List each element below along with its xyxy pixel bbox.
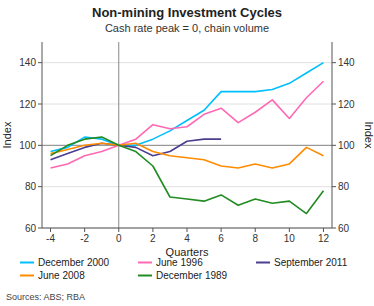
y2-tick-label: 60 bbox=[338, 223, 350, 234]
x-tick bbox=[152, 228, 153, 232]
y2-tick bbox=[332, 62, 336, 63]
y2-tick-label: 100 bbox=[338, 140, 355, 151]
legend: December 2000 June 1996 September 2011 June… bbox=[20, 257, 348, 281]
y2-tick-label: 80 bbox=[338, 181, 350, 192]
y-tick-label: 140 bbox=[19, 57, 36, 68]
x-tick bbox=[84, 228, 85, 232]
plot-area bbox=[42, 42, 332, 228]
grid-line bbox=[42, 62, 332, 63]
chart: Non-mining Investment Cycles Cash rate pe… bbox=[0, 0, 374, 306]
series-line bbox=[51, 81, 324, 168]
series-line bbox=[51, 137, 324, 213]
y2-axis-line bbox=[332, 42, 333, 228]
y-axis-label: Index bbox=[1, 121, 13, 148]
grid bbox=[42, 63, 332, 228]
y2-axis-label: Index bbox=[363, 122, 374, 149]
y-tick bbox=[38, 62, 42, 63]
y2-tick-label: 140 bbox=[338, 57, 355, 68]
y2-tick bbox=[332, 186, 336, 187]
x-tick-label: 2 bbox=[150, 233, 156, 244]
x-tick bbox=[323, 228, 324, 232]
x-tick-label: -4 bbox=[46, 233, 55, 244]
x-tick-label: 0 bbox=[116, 233, 122, 244]
y-axis-line bbox=[42, 42, 43, 228]
grid-line bbox=[42, 104, 332, 105]
x-tick-label: 8 bbox=[252, 233, 258, 244]
x-tick bbox=[255, 228, 256, 232]
legend-label: June 2008 bbox=[38, 270, 85, 281]
legend-label: December 2000 bbox=[38, 257, 110, 268]
x-tick bbox=[221, 228, 222, 232]
x-tick bbox=[187, 228, 188, 232]
legend-swatch bbox=[20, 262, 34, 264]
x-tick-label: 10 bbox=[284, 233, 296, 244]
x-tick-label: 12 bbox=[318, 233, 330, 244]
legend-swatch bbox=[138, 275, 152, 277]
legend-label: June 1996 bbox=[156, 257, 203, 268]
grid-line bbox=[42, 186, 332, 187]
x-tick bbox=[289, 228, 290, 232]
x-tick-label: -2 bbox=[80, 233, 89, 244]
y2-tick bbox=[332, 145, 336, 146]
y-tick-label: 100 bbox=[19, 140, 36, 151]
source: Sources: ABS; RBA bbox=[6, 292, 85, 302]
subtitle: Cash rate peak = 0, chain volume bbox=[105, 22, 269, 34]
y2-tick bbox=[332, 104, 336, 105]
legend-label: September 2011 bbox=[274, 257, 348, 268]
y-tick-label: 120 bbox=[19, 99, 36, 110]
y2-tick bbox=[332, 228, 336, 229]
y-tick bbox=[38, 145, 42, 146]
y-tick-label: 80 bbox=[25, 181, 37, 192]
y2-tick-label: 120 bbox=[338, 99, 355, 110]
legend-label: December 1989 bbox=[156, 270, 228, 281]
x-tick-label: 4 bbox=[184, 233, 190, 244]
x-tick bbox=[50, 228, 51, 232]
y-tick bbox=[38, 104, 42, 105]
y-tick bbox=[38, 228, 42, 229]
legend-swatch bbox=[138, 262, 152, 264]
legend-swatch bbox=[20, 275, 34, 277]
title: Non-mining Investment Cycles bbox=[92, 5, 282, 20]
y-tick-label: 60 bbox=[25, 223, 37, 234]
reference-line bbox=[118, 42, 119, 228]
legend-swatch bbox=[256, 262, 270, 264]
x-tick-label: 6 bbox=[218, 233, 224, 244]
x-tick bbox=[118, 228, 119, 232]
series-line bbox=[51, 143, 324, 168]
y-tick bbox=[38, 186, 42, 187]
axes: -4 -2 0 2 4 6 8 10 12 60 80 100 120 140 60 80 100 120 140 bbox=[19, 42, 355, 244]
